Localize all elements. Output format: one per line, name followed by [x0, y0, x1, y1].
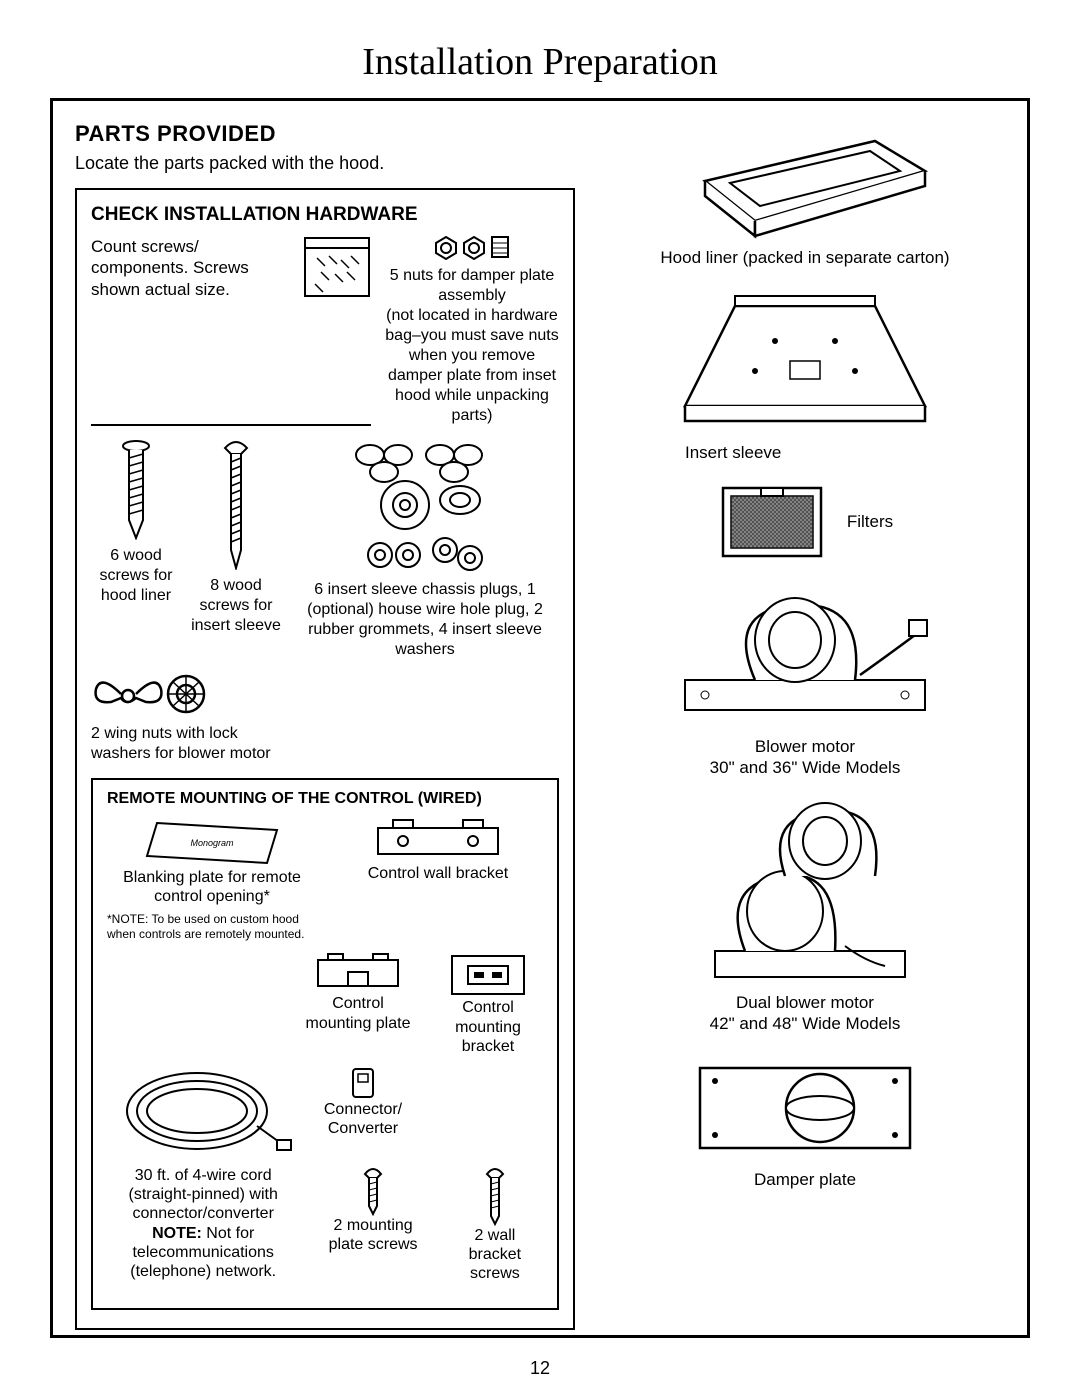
screw2-label: 8 wood screws for insert sleeve	[191, 576, 281, 636]
blanking-note: *NOTE: To be used on custom hood when co…	[107, 912, 317, 942]
blower-motor-icon	[665, 580, 945, 730]
wingnut-block: 2 wing nuts with lock washers for blower…	[91, 664, 271, 764]
wall-bracket-icon	[373, 818, 503, 864]
mp-screws-label: 2 mounting plate screws	[315, 1216, 430, 1254]
filters-label: Filters	[847, 511, 893, 532]
hood-liner-label: Hood liner (packed in separate carton)	[660, 247, 949, 268]
connector-label: Connector/ Converter	[323, 1100, 403, 1138]
nuts-text: 5 nuts for damper plate assembly (not lo…	[385, 266, 559, 426]
wood-screw-long-icon	[221, 440, 251, 570]
blower1-label: Blower motor	[665, 736, 945, 757]
damper-item: Damper plate	[690, 1053, 920, 1190]
screw1-label: 6 wood screws for hood liner	[91, 546, 181, 606]
count-screws-text: Count screws/ components. Screws shown a…	[91, 236, 293, 300]
cord-text-block: 30 ft. of 4-wire cord (straight-pinned) …	[107, 1166, 299, 1281]
blower2-sub: 42" and 48" Wide Models	[685, 1013, 925, 1034]
left-column: PARTS PROVIDED Locate the parts packed w…	[75, 121, 575, 1313]
nuts-icon	[385, 236, 559, 260]
count-screws-row: Count screws/ components. Screws shown a…	[91, 236, 371, 426]
blower2-label: Dual blower motor	[685, 992, 925, 1013]
wingnut-text: 2 wing nuts with lock washers for blower…	[91, 724, 271, 764]
mounting-bracket-item: Control mounting bracket	[433, 952, 543, 1056]
page-number: 12	[0, 1358, 1080, 1379]
content-border: PARTS PROVIDED Locate the parts packed w…	[50, 98, 1030, 1338]
blower1-sub: 30" and 36" Wide Models	[665, 757, 945, 778]
remote-box: REMOTE MOUNTING OF THE CONTROL (WIRED) M…	[91, 778, 559, 1310]
wall-bracket-item: Control wall bracket	[333, 818, 543, 942]
cord-icon	[117, 1066, 297, 1156]
insert-sleeve-item: Insert sleeve	[665, 286, 945, 463]
blanking-item: Monogram Blanking plate for remote contr…	[107, 818, 317, 942]
svg-text:Monogram: Monogram	[190, 838, 234, 848]
remote-heading: REMOTE MOUNTING OF THE CONTROL (WIRED)	[107, 790, 543, 808]
insert-sleeve-icon	[665, 286, 945, 436]
mp-screw-icon	[359, 1166, 387, 1216]
wingnut-icon	[91, 664, 221, 724]
parts-intro-text: Locate the parts packed with the hood.	[75, 153, 575, 174]
blower2-item: Dual blower motor 42" and 48" Wide Model…	[685, 796, 925, 1035]
nuts-block: 5 nuts for damper plate assembly (not lo…	[385, 236, 559, 426]
plugs-grommets-icon	[350, 440, 500, 580]
damper-label: Damper plate	[690, 1169, 920, 1190]
right-column: Hood liner (packed in separate carton) I…	[605, 121, 1005, 1313]
wb-screws-label: 2 wall bracket screws	[447, 1226, 543, 1284]
insert-sleeve-label: Insert sleeve	[685, 442, 945, 463]
plugs-text: 6 insert sleeve chassis plugs, 1 (option…	[291, 580, 559, 660]
wb-screw-icon	[481, 1166, 509, 1226]
damper-plate-icon	[690, 1053, 920, 1163]
wood-screw-icon	[121, 440, 151, 540]
mounting-bracket-label: Control mounting bracket	[433, 998, 543, 1056]
screw1-block: 6 wood screws for hood liner	[91, 440, 181, 660]
screw2-block: 8 wood screws for insert sleeve	[191, 440, 281, 660]
parts-provided-heading: PARTS PROVIDED	[75, 121, 575, 147]
wall-bracket-label: Control wall bracket	[333, 864, 543, 883]
hood-liner-icon	[675, 121, 935, 241]
filters-item: Filters	[717, 482, 893, 562]
page-title: Installation Preparation	[50, 40, 1030, 84]
cord-note-bold: NOTE:	[152, 1225, 202, 1242]
mounting-plate-icon	[313, 952, 403, 994]
connector-item: Connector/ Converter	[323, 1066, 403, 1138]
hardware-heading: CHECK INSTALLATION HARDWARE	[91, 204, 559, 226]
wb-screws-item: 2 wall bracket screws	[447, 1166, 543, 1284]
hardware-bag-icon	[303, 236, 371, 298]
dual-blower-icon	[685, 796, 925, 986]
hood-liner-item: Hood liner (packed in separate carton)	[660, 121, 949, 268]
mounting-bracket-icon	[448, 952, 528, 998]
mp-screws-item: 2 mounting plate screws	[315, 1166, 430, 1254]
blower1-item: Blower motor 30" and 36" Wide Models	[665, 580, 945, 779]
cord-label: 30 ft. of 4-wire cord (straight-pinned) …	[107, 1166, 299, 1224]
cord-item	[107, 1066, 307, 1156]
blanking-plate-icon: Monogram	[142, 818, 282, 868]
hardware-box: CHECK INSTALLATION HARDWARE Count screws…	[75, 188, 575, 1330]
filters-icon	[717, 482, 827, 562]
blanking-label: Blanking plate for remote control openin…	[107, 868, 317, 906]
mounting-plate-item: Control mounting plate	[303, 952, 413, 1056]
mounting-plate-label: Control mounting plate	[303, 994, 413, 1032]
connector-icon	[350, 1066, 376, 1100]
plugs-block: 6 insert sleeve chassis plugs, 1 (option…	[291, 440, 559, 660]
